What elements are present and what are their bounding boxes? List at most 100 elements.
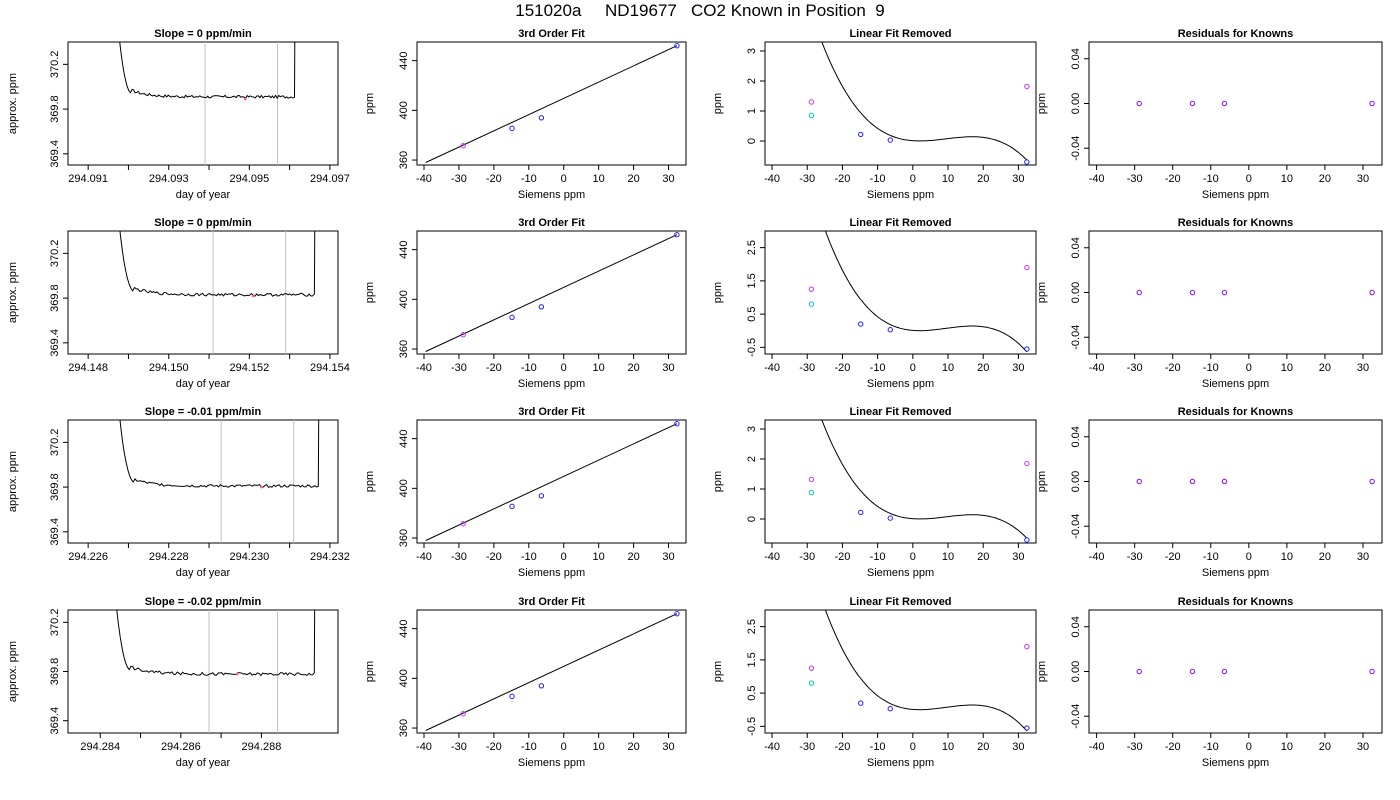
panel-title: Linear Fit Removed: [849, 406, 951, 418]
panel-title: 3rd Order Fit: [518, 406, 585, 418]
x-tick-label: -40: [1089, 362, 1105, 374]
panel-title: Slope = 0 ppm/min: [154, 28, 252, 40]
x-tick-label: -10: [870, 551, 886, 563]
y-tick-label: 369.4: [49, 518, 61, 546]
plot-frame: [765, 42, 1036, 165]
plot-frame: [765, 610, 1036, 733]
data-point: [888, 707, 892, 711]
marker-point: [252, 295, 255, 298]
plot-area: [774, 21, 1029, 352]
panel-title: Linear Fit Removed: [849, 596, 951, 608]
plot-area: [426, 44, 679, 163]
x-tick-label: 20: [627, 741, 639, 753]
data-point: [1025, 347, 1029, 351]
y-tick-label: 0.5: [746, 685, 758, 700]
data-point: [539, 494, 543, 498]
y-tick-label: -0.5: [746, 717, 758, 736]
x-axis-label: day of year: [176, 378, 231, 390]
y-tick-label: -0.5: [746, 338, 758, 357]
y-tick-label: 360: [398, 719, 410, 737]
x-tick-label: -40: [416, 362, 432, 374]
x-tick-label: 0: [1246, 362, 1252, 374]
y-tick-label: 0.04: [1070, 48, 1082, 69]
x-tick-label: -40: [1089, 173, 1105, 185]
y-axis-label: ppm: [712, 282, 724, 303]
x-axis-label: day of year: [176, 757, 231, 769]
x-tick-label: 0: [561, 173, 567, 185]
x-tick-label: -30: [799, 362, 815, 374]
x-tick-label: -10: [1203, 551, 1219, 563]
x-tick-label: -20: [834, 173, 850, 185]
x-tick-label: 0: [910, 741, 916, 753]
plot-area: [774, 0, 1029, 164]
y-tick-label: 1.5: [746, 652, 758, 667]
data-point: [1025, 644, 1029, 648]
panel-title: Residuals for Knowns: [1178, 596, 1294, 608]
data-point: [1137, 290, 1141, 294]
x-tick-label: 10: [1281, 362, 1293, 374]
x-axis-label: Siemens ppm: [1202, 378, 1269, 390]
x-tick-label: -30: [451, 741, 467, 753]
y-tick-label: 400: [398, 290, 410, 308]
x-tick-label: 294.097: [310, 173, 350, 185]
data-point: [1137, 101, 1141, 105]
plot-frame: [68, 231, 338, 354]
x-tick-label: 30: [662, 362, 674, 374]
y-tick-label: 0: [746, 516, 758, 522]
y-tick-label: 0.00: [1070, 282, 1082, 303]
panel-3-2: 3rd Order Fit -40 -30 -20 -10 0 10 20 30 Siemens …: [364, 406, 686, 579]
y-axis-label: ppm: [364, 471, 376, 492]
x-tick-label: 294.230: [229, 551, 269, 563]
x-tick-label: 20: [977, 362, 989, 374]
x-tick-label: 30: [1012, 362, 1024, 374]
data-point: [809, 287, 813, 291]
panel-4-2: 3rd Order Fit-40 -30 -20 -10 0 10 20 30Siemens …: [364, 596, 686, 769]
data-point: [1025, 538, 1029, 542]
y-tick-label: 369.4: [49, 329, 61, 357]
data-point: [1370, 669, 1374, 673]
data-point: [1370, 479, 1374, 483]
x-tick-label: 20: [1319, 741, 1331, 753]
x-tick-label: -10: [521, 741, 537, 753]
data-point: [1025, 461, 1029, 465]
panel-title: Slope = -0.02 ppm/min: [145, 596, 262, 608]
x-tick-label: 0: [561, 362, 567, 374]
y-tick-label: 369.8: [49, 473, 61, 501]
plot-area: [1137, 479, 1374, 483]
panel-title: 3rd Order Fit: [518, 217, 585, 229]
x-tick-label: 294.286: [161, 741, 201, 753]
y-tick-label: 369.8: [49, 658, 61, 686]
x-tick-label: 30: [1357, 741, 1369, 753]
data-point: [1222, 290, 1226, 294]
plot-area: [108, 0, 297, 165]
x-tick-label: -40: [764, 173, 780, 185]
y-tick-label: 0.04: [1070, 426, 1082, 447]
data-point: [539, 305, 543, 309]
y-tick-label: 440: [398, 429, 410, 447]
x-tick-label: -40: [1089, 741, 1105, 753]
x-axis-label: Siemens ppm: [1202, 757, 1269, 769]
x-tick-label: -30: [799, 173, 815, 185]
y-tick-label: 0.04: [1070, 616, 1082, 637]
data-point: [1370, 101, 1374, 105]
y-tick-label: 0.00: [1070, 661, 1082, 682]
panel-1-1: Slope = 0 ppm/min294.091 294.093 294.095 29…: [7, 0, 350, 201]
y-tick-label: 400: [398, 669, 410, 687]
x-tick-label: 294.232: [310, 551, 350, 563]
panel-title: 3rd Order Fit: [518, 596, 585, 608]
signal-trace: [108, 0, 297, 98]
x-tick-label: -10: [870, 741, 886, 753]
plot-area: [774, 400, 1029, 731]
y-tick-label: 2.5: [746, 240, 758, 255]
data-point: [510, 126, 514, 130]
y-tick-label: 370.2: [49, 429, 61, 457]
x-tick-label: 30: [662, 551, 674, 563]
x-tick-label: -30: [451, 362, 467, 374]
panel-4-4: Residuals for Knowns -40 -30 -20 -10 0 10 20 30 S…: [1036, 596, 1382, 769]
data-point: [809, 302, 813, 306]
x-tick-label: 10: [593, 741, 605, 753]
x-tick-label: 10: [942, 362, 954, 374]
panel-title: Residuals for Knowns: [1178, 406, 1294, 418]
x-tick-label: -10: [521, 362, 537, 374]
x-tick-label: 10: [942, 741, 954, 753]
